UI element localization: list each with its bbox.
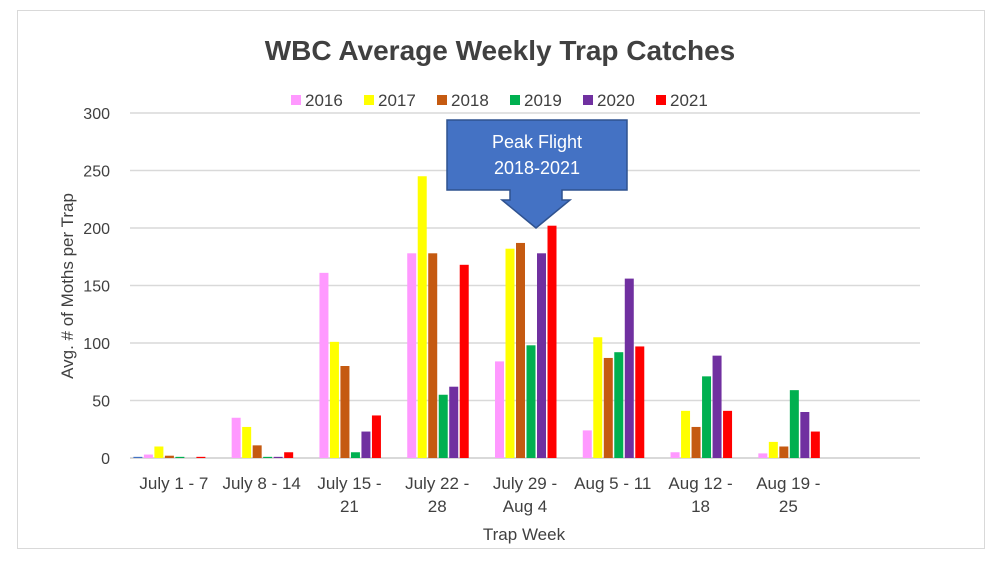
legend-swatch-2018	[437, 95, 447, 105]
bar-2016-2	[319, 272, 329, 458]
x-tick-label: Aug 4	[503, 497, 547, 516]
bar-2018-2	[340, 366, 350, 458]
callout-arrow	[446, 119, 628, 229]
legend-swatch-2017	[364, 95, 374, 105]
bar-2020-2	[361, 431, 371, 458]
bar-2017-1	[242, 426, 252, 458]
legend-label-2019: 2019	[524, 91, 562, 110]
bar-2018-1	[252, 445, 262, 458]
bar-2019-2	[350, 452, 360, 458]
x-tick-label: 18	[691, 497, 710, 516]
y-tick-label: 300	[83, 106, 110, 123]
bar-2019-7	[789, 390, 799, 458]
bar-2016-7	[758, 453, 768, 458]
bar-2016-5	[582, 430, 592, 458]
bar-2020-7	[800, 412, 810, 458]
x-tick-label: July 15 -	[317, 474, 381, 493]
x-tick-label: 28	[428, 497, 447, 516]
bar-2021-7	[810, 431, 820, 458]
bar-2020-1	[273, 456, 283, 458]
bar-2017-6	[681, 410, 691, 458]
chart-title: WBC Average Weekly Trap Catches	[265, 35, 735, 66]
y-tick-label: 0	[101, 451, 110, 468]
x-tick-label: 25	[779, 497, 798, 516]
bar-2018-0	[164, 455, 174, 458]
bar-2019-6	[702, 376, 712, 458]
legend-label-2016: 2016	[305, 91, 343, 110]
y-tick-label: 100	[83, 336, 110, 353]
bar-2016-3	[407, 253, 417, 458]
bar-2019-4	[526, 345, 536, 458]
legend-swatch-2019	[510, 95, 520, 105]
legend-swatch-2020	[583, 95, 593, 105]
legend-swatch-2021	[656, 95, 666, 105]
bar-2021-2	[371, 415, 381, 458]
chart-frame	[17, 10, 985, 549]
x-tick-label: July 29 -	[493, 474, 557, 493]
bar-2021-6	[723, 410, 733, 458]
y-tick-label: 50	[92, 394, 110, 411]
bar-2020-3	[449, 386, 459, 458]
legend-label-2021: 2021	[670, 91, 708, 110]
legend-label-2017: 2017	[378, 91, 416, 110]
bar-series-0	[133, 456, 143, 458]
bar-2017-2	[329, 341, 339, 458]
bar-2016-0	[143, 454, 153, 458]
bar-2021-5	[635, 346, 645, 458]
bar-2021-3	[459, 264, 469, 458]
bar-2018-7	[779, 446, 789, 458]
y-axis-label: Avg. # of Moths per Trap	[58, 193, 77, 379]
y-tick-label: 250	[83, 164, 110, 181]
bar-2020-6	[712, 355, 722, 458]
bar-2017-4	[505, 248, 515, 458]
x-tick-label: Aug 5 - 11	[574, 474, 651, 493]
bar-2018-3	[428, 253, 438, 458]
bar-2019-1	[263, 456, 273, 458]
bar-2021-4	[547, 225, 557, 458]
callout-text: 2018-2021	[494, 158, 580, 178]
bar-2020-4	[537, 253, 546, 458]
bar-2018-5	[603, 357, 613, 458]
bar-2017-0	[154, 446, 164, 458]
bar-2017-3	[417, 176, 427, 458]
x-tick-label: Aug 12 -	[668, 474, 732, 493]
bar-2019-5	[614, 352, 624, 458]
bar-2017-7	[768, 441, 778, 458]
legend-swatch-2016	[291, 95, 301, 105]
x-tick-label: July 1 - 7	[139, 474, 208, 493]
x-tick-label: 21	[340, 497, 359, 516]
bar-2016-1	[231, 417, 241, 458]
bar-2018-6	[691, 426, 701, 458]
y-tick-label: 150	[83, 279, 110, 296]
x-tick-label: July 8 - 14	[222, 474, 300, 493]
bar-2018-4	[516, 242, 525, 458]
y-tick-label: 200	[83, 221, 110, 238]
x-tick-label: Aug 19 -	[756, 474, 820, 493]
bar-2019-3	[438, 394, 448, 458]
x-tick-label: July 22 -	[405, 474, 469, 493]
callout-text: Peak Flight	[492, 132, 582, 152]
bar-2021-0	[196, 456, 206, 458]
legend-label-2018: 2018	[451, 91, 489, 110]
legend-label-2020: 2020	[597, 91, 635, 110]
bar-2016-6	[670, 452, 680, 458]
x-axis-label: Trap Week	[483, 525, 566, 544]
bar-2016-4	[495, 361, 504, 458]
bar-2019-0	[175, 456, 185, 458]
bar-2017-5	[593, 337, 603, 458]
bar-2021-1	[284, 452, 294, 458]
bar-2020-5	[624, 278, 634, 458]
